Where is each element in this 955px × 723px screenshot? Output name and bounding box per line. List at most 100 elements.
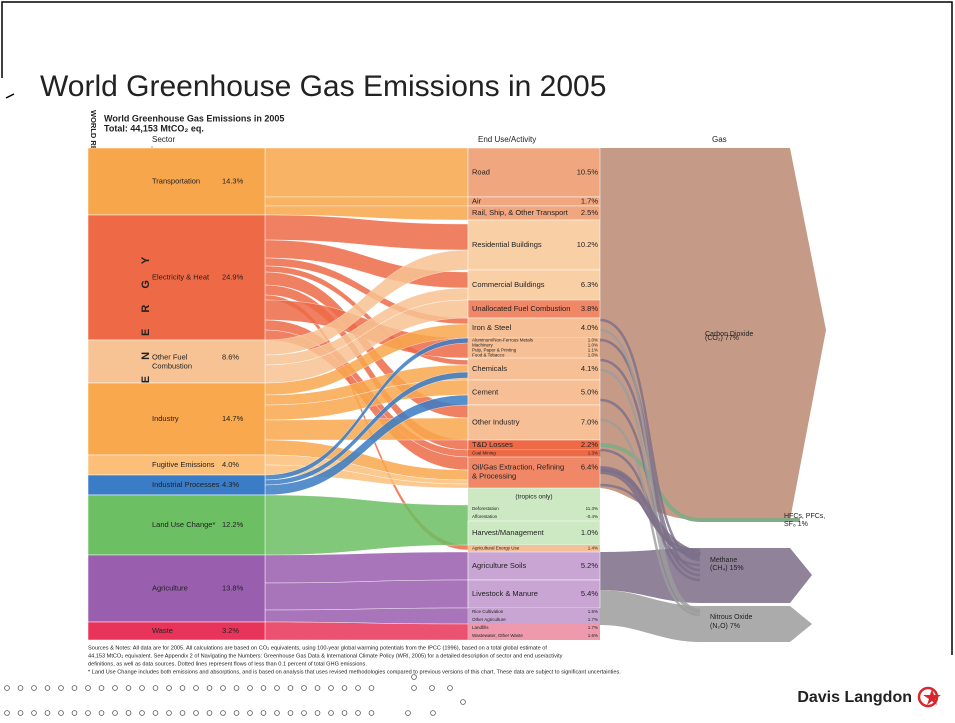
dot bbox=[341, 710, 348, 716]
sankey-diagram: World Greenhouse Gas Emissions in 2005To… bbox=[87, 110, 826, 675]
diagram-total: Total: 44,153 MtCO₂ eq. bbox=[104, 123, 204, 133]
end-use-value: 1.7% bbox=[581, 196, 598, 205]
end-use-value: 1.3% bbox=[588, 451, 598, 456]
flow bbox=[264, 551, 469, 584]
end-use-value: -0.4% bbox=[586, 514, 598, 519]
end-use-label: Wastewater, Other Waste bbox=[472, 633, 523, 638]
end-use-label: Air bbox=[472, 196, 482, 205]
end-use-band bbox=[468, 616, 600, 624]
dot bbox=[98, 710, 105, 716]
end-use-value: 1.0% bbox=[581, 528, 598, 537]
dot bbox=[58, 685, 64, 691]
dot bbox=[166, 710, 172, 716]
dot bbox=[125, 685, 132, 691]
dot bbox=[260, 710, 267, 716]
end-use-label: Agricultural Energy Use bbox=[472, 546, 520, 551]
dot bbox=[85, 685, 91, 691]
dot bbox=[166, 685, 172, 691]
end-use-value: 10.2% bbox=[577, 240, 599, 249]
end-use-label: Other Agriculture bbox=[472, 617, 506, 622]
end-use-label: T&D Losses bbox=[472, 440, 513, 449]
end-use-value: 2.2% bbox=[581, 440, 598, 449]
energy-label: ENERGY bbox=[140, 241, 152, 383]
title-tick bbox=[5, 93, 15, 99]
end-use-value: 1.5% bbox=[588, 609, 598, 614]
note-line: definitions, as well as data sources. Do… bbox=[88, 661, 367, 667]
end-use-band bbox=[467, 269, 601, 301]
end-use-band bbox=[467, 379, 601, 406]
sector-value: 3.2% bbox=[222, 626, 239, 635]
dot bbox=[429, 685, 435, 691]
dot bbox=[44, 685, 51, 691]
dot bbox=[355, 710, 361, 716]
slide-frame bbox=[1, 1, 953, 655]
end-use-band bbox=[468, 338, 600, 343]
dot bbox=[179, 685, 186, 691]
logo-text: Davis Langdon bbox=[797, 689, 912, 706]
flow bbox=[264, 621, 469, 641]
end-use-value: 6.4% bbox=[581, 462, 598, 471]
dot bbox=[98, 685, 105, 691]
dot bbox=[152, 685, 159, 691]
sector-label: Transportation bbox=[152, 176, 200, 185]
end-use-label: Road bbox=[472, 167, 490, 176]
sector-label: Industrial Processes bbox=[152, 480, 220, 489]
note-line: Sources & Notes: All data are for 2005. … bbox=[88, 645, 547, 651]
diagram-title: World Greenhouse Gas Emissions in 2005 bbox=[104, 113, 284, 123]
end-use-label: & Processing bbox=[472, 471, 516, 480]
dot bbox=[368, 710, 375, 716]
end-use-band bbox=[467, 456, 601, 489]
end-use-band bbox=[468, 513, 600, 521]
dot bbox=[17, 685, 24, 691]
dot bbox=[179, 710, 186, 716]
dot bbox=[301, 710, 307, 716]
end-use-band bbox=[468, 450, 600, 457]
end-use-value: 3.8% bbox=[581, 304, 598, 313]
sector-label: Other Fuel bbox=[152, 352, 188, 361]
gas-value: SF₆ 1% bbox=[784, 521, 808, 528]
end-use-value: 5.0% bbox=[581, 387, 598, 396]
flow bbox=[264, 607, 469, 625]
end-use-label: Food & Tobacco bbox=[472, 353, 505, 358]
methane-lead bbox=[599, 466, 702, 560]
end-use-band bbox=[468, 353, 600, 358]
dot bbox=[460, 699, 466, 705]
sector-label: Industry bbox=[152, 414, 179, 423]
sector-label: Waste bbox=[152, 626, 173, 635]
dot bbox=[220, 685, 226, 691]
dot bbox=[233, 710, 240, 716]
sector-value: 8.6% bbox=[222, 352, 239, 361]
dot bbox=[328, 710, 334, 716]
end-use-label: Machinery bbox=[472, 343, 494, 348]
note-line: * Land Use Change includes both emission… bbox=[88, 669, 621, 675]
end-use-label: Landfills bbox=[472, 625, 489, 630]
end-use-label: Aluminum/Non-Ferrous Metals bbox=[472, 338, 534, 343]
dot bbox=[314, 710, 321, 716]
sector-value: 4.0% bbox=[222, 460, 239, 469]
end-use-band bbox=[468, 632, 600, 640]
dot bbox=[206, 710, 213, 716]
dot bbox=[247, 685, 253, 691]
end-use-value: 1.7% bbox=[588, 617, 598, 622]
gas-label: Carbon Dioxide bbox=[705, 331, 753, 338]
end-use-label: Afforestation bbox=[472, 514, 498, 519]
end-use-band bbox=[468, 348, 600, 353]
dot-pattern bbox=[4, 674, 466, 716]
dot bbox=[125, 710, 132, 716]
end-use-value: 1.0% bbox=[588, 338, 598, 343]
sector-label: Land Use Change* bbox=[152, 520, 215, 529]
dot bbox=[274, 710, 280, 716]
end-use-value: 11.3% bbox=[586, 506, 598, 511]
end-use-label: Deforestation bbox=[472, 506, 499, 511]
logo-star bbox=[923, 689, 941, 705]
dot bbox=[4, 685, 10, 691]
sector-label: Combustion bbox=[152, 361, 192, 370]
dot bbox=[193, 710, 199, 716]
gas-value: (N₂O) 7% bbox=[710, 623, 740, 630]
dot bbox=[368, 685, 375, 691]
gas-flow bbox=[599, 328, 701, 612]
end-use-band bbox=[468, 624, 600, 632]
sector-label: Electricity & Heat bbox=[152, 272, 210, 281]
dot bbox=[355, 685, 361, 691]
gas-value: (CH₄) 15% bbox=[710, 565, 744, 572]
